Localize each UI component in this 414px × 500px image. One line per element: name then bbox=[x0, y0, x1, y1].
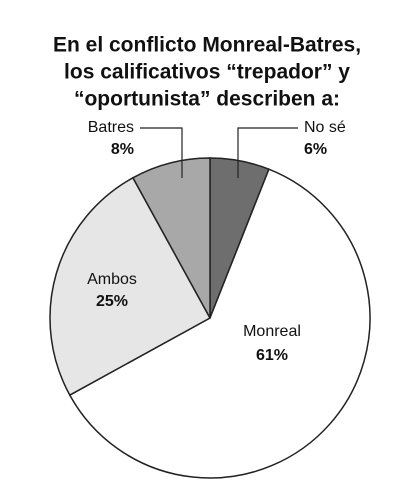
leader-line bbox=[237, 127, 298, 178]
slice-value: 8% bbox=[111, 141, 134, 158]
slice-label: Ambos bbox=[87, 271, 137, 288]
slice-value: 61% bbox=[256, 347, 288, 364]
slice-value: 25% bbox=[96, 293, 128, 310]
leader-line bbox=[140, 127, 183, 178]
pie-slice bbox=[131, 157, 211, 319]
pie-slice bbox=[49, 176, 212, 397]
chart-title: “oportunista” describen a: bbox=[74, 88, 340, 111]
slice-label: No sé bbox=[304, 119, 346, 136]
chart-title: En el conflicto Monreal-Batres, bbox=[53, 34, 361, 57]
pie-slice bbox=[68, 168, 371, 479]
slice-label: Monreal bbox=[243, 323, 301, 340]
slice-value: 6% bbox=[304, 141, 327, 158]
chart-title: los calificativos “trepador” y bbox=[64, 61, 350, 84]
slice-label: Batres bbox=[88, 119, 134, 136]
